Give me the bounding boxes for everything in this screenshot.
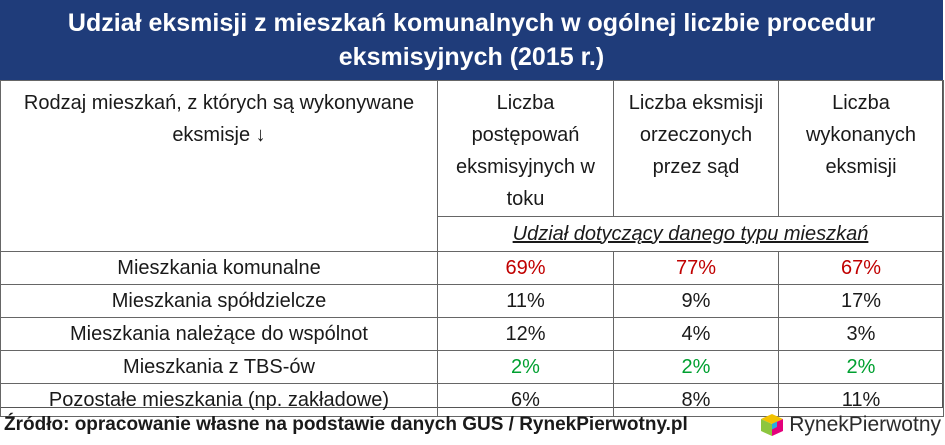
cell-value: 3% bbox=[778, 317, 944, 351]
header-court-ordered-evictions: Liczba eksmisji orzeczonych przez sąd bbox=[613, 80, 779, 217]
cell-value: 67% bbox=[778, 251, 944, 285]
row-label: Mieszkania z TBS-ów bbox=[0, 350, 438, 384]
cell-value: 69% bbox=[437, 251, 614, 285]
logo-text: RynekPierwotny bbox=[789, 413, 941, 436]
table-row: Mieszkania spółdzielcze 11% 9% 17% bbox=[0, 284, 944, 318]
brand-logo: RynekPierwotny bbox=[759, 408, 941, 442]
cell-value: 11% bbox=[437, 284, 614, 318]
row-label: Pozostałe mieszkania (np. zakładowe) bbox=[0, 383, 438, 417]
cell-value: 77% bbox=[613, 251, 779, 285]
row-label: Mieszkania spółdzielcze bbox=[0, 284, 438, 318]
table-row: Mieszkania z TBS-ów 2% 2% 2% bbox=[0, 350, 944, 384]
table-row: Pozostałe mieszkania (np. zakładowe) 6% … bbox=[0, 383, 944, 417]
data-table: Rodzaj mieszkań, z których są wykonywane… bbox=[0, 80, 944, 417]
cell-value: 4% bbox=[613, 317, 779, 351]
table-row: Mieszkania komunalne 69% 77% 67% bbox=[0, 251, 944, 285]
table-row: Mieszkania należące do wspólnot 12% 4% 3… bbox=[0, 317, 944, 351]
row-label: Mieszkania komunalne bbox=[0, 251, 438, 285]
cell-value: 8% bbox=[613, 383, 779, 417]
cell-value: 12% bbox=[437, 317, 614, 351]
cell-value: 17% bbox=[778, 284, 944, 318]
cube-logo-icon bbox=[761, 414, 784, 436]
header-pending-proceedings: Liczba postępowań eksmisyjnych w toku bbox=[437, 80, 614, 217]
source-note: Źródło: opracowanie własne na podstawie … bbox=[4, 414, 688, 435]
cell-value: 6% bbox=[437, 383, 614, 417]
cell-value: 11% bbox=[778, 383, 944, 417]
page-title: Udział eksmisji z mieszkań komunalnych w… bbox=[0, 0, 943, 80]
header-executed-evictions: Liczba wykonanych eksmisji bbox=[778, 80, 944, 217]
header-type-of-flat: Rodzaj mieszkań, z których są wykonywane… bbox=[0, 80, 438, 252]
cell-value: 2% bbox=[613, 350, 779, 384]
cell-value: 9% bbox=[613, 284, 779, 318]
header-row: Rodzaj mieszkań, z których są wykonywane… bbox=[0, 80, 944, 252]
row-label: Mieszkania należące do wspólnot bbox=[0, 317, 438, 351]
cell-value: 2% bbox=[437, 350, 614, 384]
subheader-share: Udział dotyczący danego typu mieszkań bbox=[437, 216, 944, 252]
cell-value: 2% bbox=[778, 350, 944, 384]
